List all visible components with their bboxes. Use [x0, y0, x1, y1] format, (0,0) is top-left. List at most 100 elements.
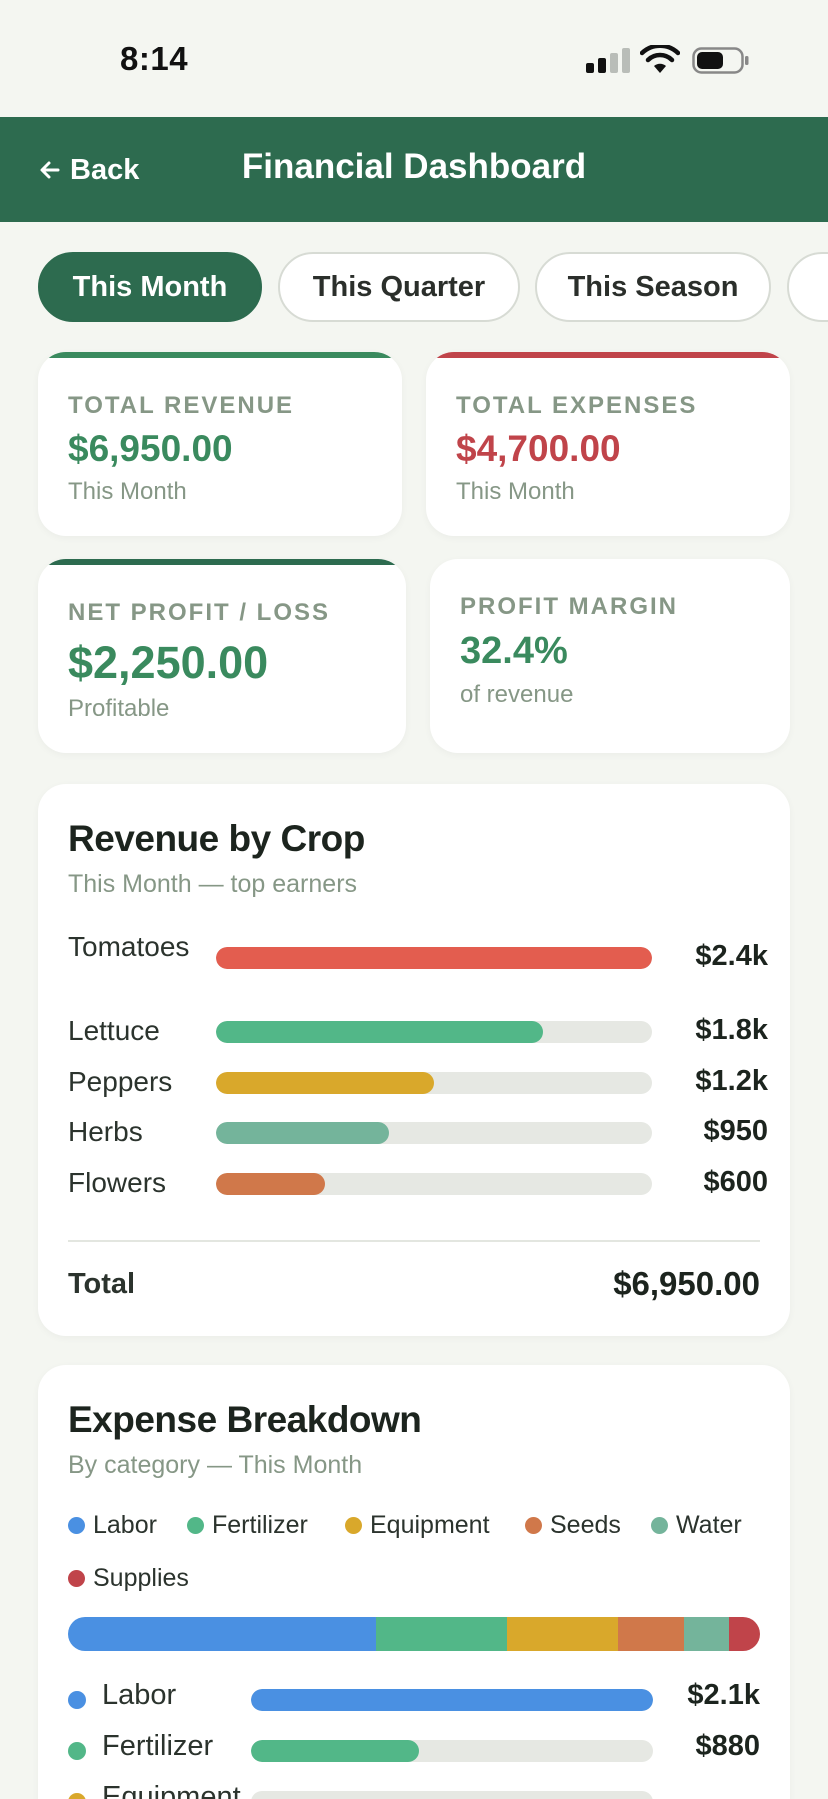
legend-item-labor: Labor [68, 1511, 157, 1540]
crop-row: Peppers $1.2k [68, 1065, 768, 1115]
expense-row: Labor $2.1k [68, 1679, 760, 1719]
expense-bar-fill [251, 1689, 653, 1711]
cellular-signal-icon [586, 47, 630, 73]
section-subtitle: This Month — top earners [68, 870, 358, 898]
battery-icon [692, 47, 749, 74]
card-accent-stripe [38, 352, 402, 358]
stat-sub: This Month [68, 478, 187, 505]
legend-dot [651, 1517, 668, 1534]
expense-dot [68, 1793, 86, 1799]
expense-row: Fertilizer $880 [68, 1730, 760, 1770]
crop-row: Lettuce $1.8k [68, 1014, 768, 1064]
expense-stacked-bar [68, 1617, 760, 1651]
tab-this-quarter[interactable]: This Quarter [278, 252, 520, 322]
nav-bar: Back Financial Dashboard [0, 117, 828, 222]
legend-item-seeds: Seeds [525, 1511, 621, 1540]
legend-dot [345, 1517, 362, 1534]
total-revenue-card: TOTAL REVENUE $6,950.00 This Month [38, 352, 402, 536]
arrow-left-icon [40, 161, 60, 179]
stat-value: 32.4% [460, 630, 568, 672]
expense-amount: $2.1k [687, 1679, 760, 1711]
card-accent-stripe [38, 559, 406, 565]
expense-bar-track [251, 1740, 653, 1762]
legend-item-fertilizer: Fertilizer [187, 1511, 308, 1540]
crop-bar-fill [216, 1021, 543, 1043]
crop-bar-track [216, 1173, 652, 1195]
card-accent-stripe [426, 352, 790, 358]
wifi-icon [640, 45, 680, 73]
total-value: $6,950.00 [613, 1265, 760, 1302]
crop-bar-fill [216, 947, 652, 969]
tab-this-season[interactable]: This Season [535, 252, 771, 322]
back-button[interactable]: Back [38, 150, 139, 190]
legend-dot [187, 1517, 204, 1534]
stat-value: $6,950.00 [68, 428, 233, 469]
stack-segment-equipment [507, 1617, 619, 1651]
expense-amount: $880 [695, 1730, 760, 1762]
crop-name: Herbs [68, 1116, 143, 1147]
section-subtitle: By category — This Month [68, 1451, 363, 1479]
crop-bar-track [216, 1021, 652, 1043]
expense-name: Fertilizer [102, 1730, 214, 1762]
profit-margin-card: PROFIT MARGIN 32.4% of revenue [430, 559, 790, 753]
stat-label: TOTAL EXPENSES [456, 392, 698, 419]
total-expenses-card: TOTAL EXPENSES $4,700.00 This Month [426, 352, 790, 536]
stack-segment-seeds [618, 1617, 684, 1651]
section-title: Revenue by Crop [68, 818, 365, 859]
stat-sub: This Month [456, 478, 575, 505]
total-label: Total [68, 1268, 136, 1300]
stack-segment-water [683, 1617, 729, 1651]
crop-row: Herbs $950 [68, 1115, 768, 1165]
legend-item-equipment: Equipment [345, 1511, 490, 1540]
expense-dot [68, 1691, 86, 1709]
tab-more[interactable] [787, 252, 828, 322]
crop-name: Flowers [68, 1167, 167, 1198]
crop-amount: $950 [703, 1115, 768, 1147]
crop-bar-fill [216, 1122, 389, 1144]
stat-value: $2,250.00 [68, 637, 269, 688]
crop-amount: $600 [703, 1166, 768, 1198]
legend-dot [68, 1570, 85, 1587]
expense-dot [68, 1742, 86, 1760]
net-profit-card: NET PROFIT / LOSS $2,250.00 Profitable [38, 559, 406, 753]
crop-bar-track [216, 1072, 652, 1094]
expense-bar-fill [251, 1740, 420, 1762]
crop-bar-track [216, 1122, 652, 1144]
expense-name: Labor [102, 1679, 177, 1711]
stack-segment-fertilizer [375, 1617, 508, 1651]
crop-name: Tomatoes [68, 931, 190, 962]
legend-item-water: Water [651, 1511, 742, 1540]
expense-row: Equipment [68, 1781, 760, 1799]
stat-label: TOTAL REVENUE [68, 392, 295, 419]
legend-dot [68, 1517, 85, 1534]
crop-amount: $2.4k [695, 940, 768, 972]
stat-sub: of revenue [460, 681, 574, 708]
back-label: Back [70, 153, 140, 186]
tab-this-month[interactable]: This Month [38, 252, 262, 322]
legend-item-supplies: Supplies [68, 1564, 189, 1593]
crop-name: Peppers [68, 1066, 173, 1097]
expense-breakdown-card: Expense Breakdown By category — This Mon… [38, 1365, 790, 1799]
page-title: Financial Dashboard [241, 147, 587, 186]
crop-row: Flowers $600 [68, 1166, 768, 1216]
stack-segment-supplies [728, 1617, 760, 1651]
crop-name: Lettuce [68, 1015, 160, 1046]
revenue-by-crop-card: Revenue by Crop This Month — top earners… [38, 784, 790, 1336]
section-title: Expense Breakdown [68, 1399, 422, 1440]
status-time: 8:14 [120, 40, 189, 77]
legend-dot [525, 1517, 542, 1534]
expense-name: Equipment [102, 1781, 241, 1799]
crop-bar-fill [216, 1173, 325, 1195]
crop-bar-track [216, 947, 652, 969]
crop-amount: $1.8k [695, 1014, 768, 1046]
divider [68, 1240, 760, 1242]
stack-segment-labor [68, 1617, 376, 1651]
period-tabs: This Month This Quarter This Season [38, 252, 828, 324]
stat-label: NET PROFIT / LOSS [68, 599, 331, 626]
stat-value: $4,700.00 [456, 428, 621, 469]
crop-amount: $1.2k [695, 1065, 768, 1097]
status-bar: 8:14 [0, 0, 828, 117]
stat-sub: Profitable [68, 695, 170, 722]
crop-bar-fill [216, 1072, 434, 1094]
expense-bar-track [251, 1791, 653, 1799]
